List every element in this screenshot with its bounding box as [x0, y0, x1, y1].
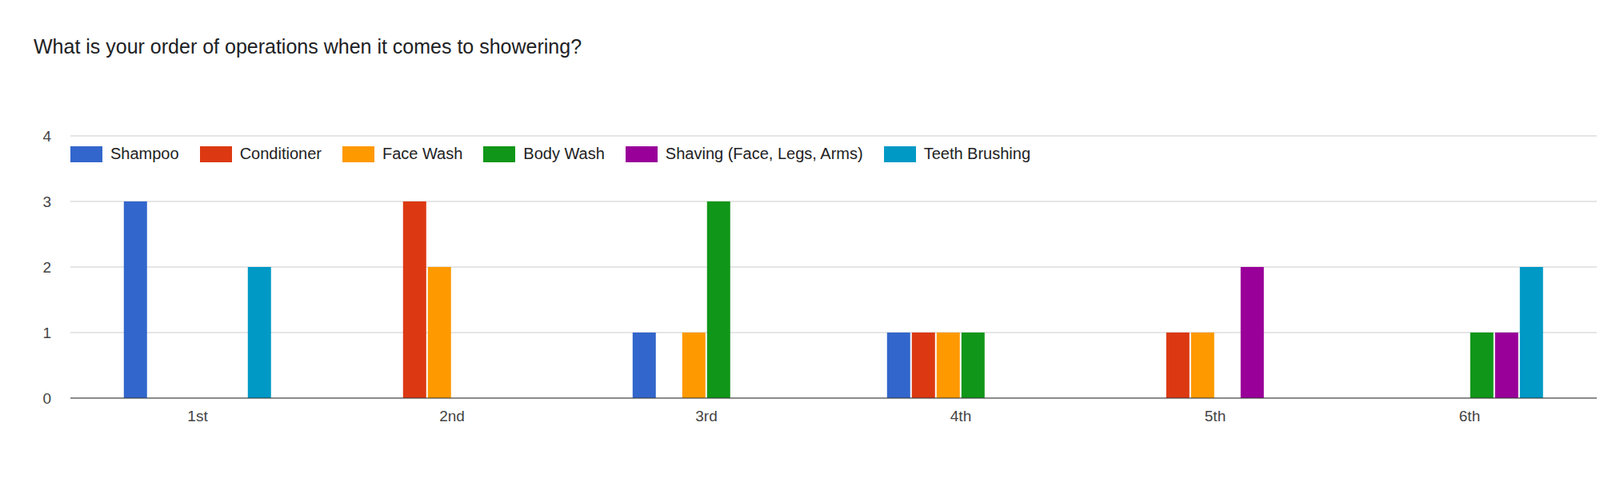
- svg-text:1: 1: [42, 324, 52, 342]
- html-text:Shampoo: Shampoo: [110, 144, 179, 163]
- svg-text:3: 3: [42, 193, 52, 211]
- html-text:Teeth Brushing: Teeth Brushing: [923, 144, 1031, 163]
- html-text:Face Wash: Face Wash: [382, 144, 463, 163]
- html-text:Conditioner: Conditioner: [239, 144, 322, 163]
- svg-text:6th: 6th: [1459, 408, 1480, 425]
- svg-text:3rd: 3rd: [695, 408, 717, 425]
- html-text:Body Wash: Body Wash: [523, 144, 605, 163]
- svg-text:1st: 1st: [187, 408, 208, 425]
- svg-text:2nd: 2nd: [439, 408, 465, 425]
- svg-text:5th: 5th: [1204, 408, 1226, 425]
- html-text:What is your order of operatio: What is your order of operations when it…: [33, 35, 582, 58]
- svg-text:0: 0: [42, 390, 52, 408]
- svg-text:4: 4: [42, 128, 52, 145]
- svg-text:2: 2: [42, 259, 52, 276]
- svg-text:4th: 4th: [950, 408, 972, 425]
- html-text:Shaving (Face, Legs, Arms): Shaving (Face, Legs, Arms): [665, 144, 863, 163]
